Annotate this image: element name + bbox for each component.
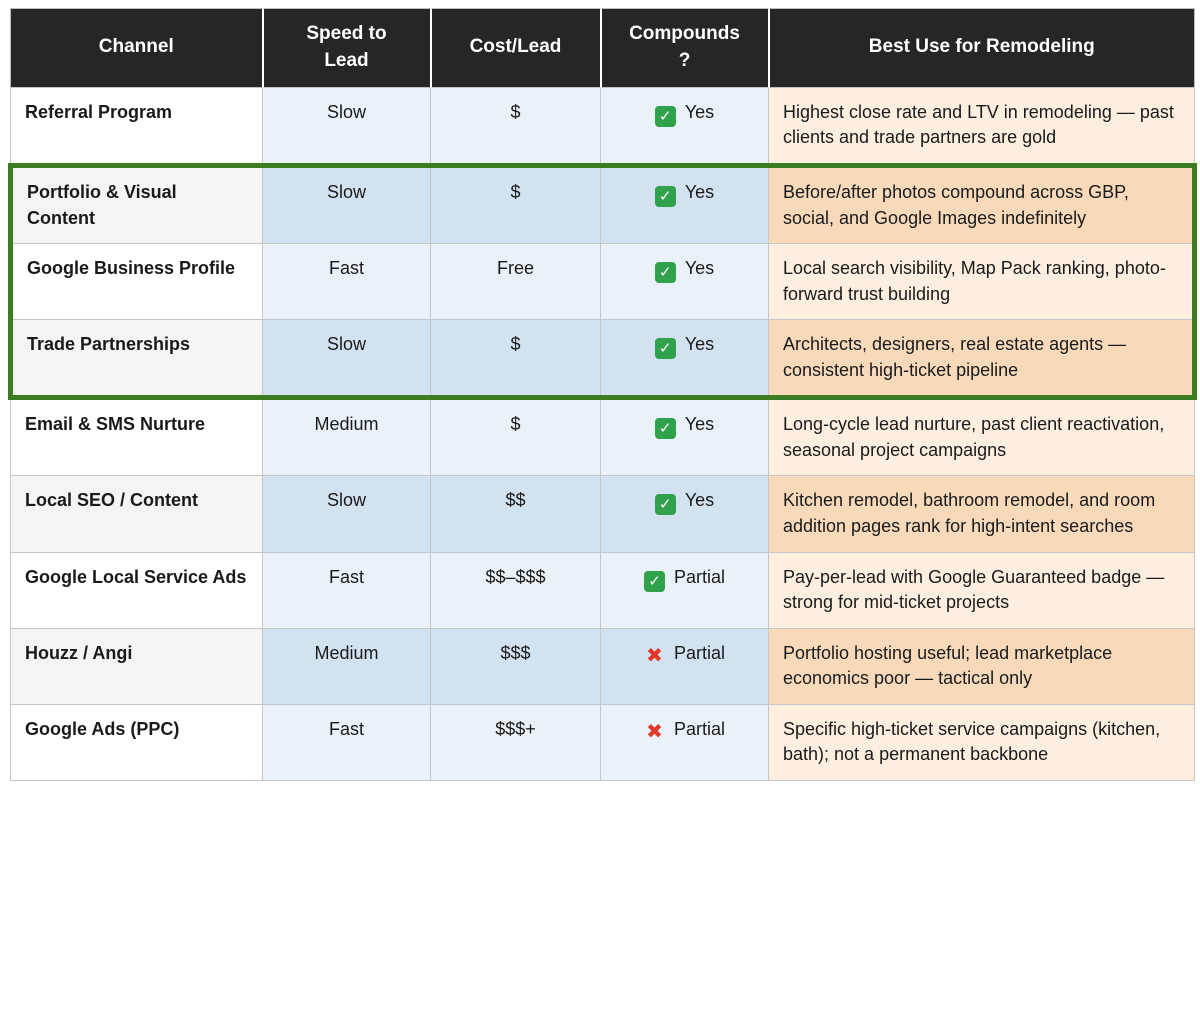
compounds-cell: ✓ Yes (600, 163, 769, 245)
check-icon: ✓ (654, 105, 676, 127)
cost-cell: Free (430, 243, 601, 321)
best-use-cell: Long-cycle lead nurture, past client rea… (768, 397, 1195, 477)
speed-cell: Medium (262, 627, 431, 705)
cost-cell: $ (430, 86, 601, 167)
best-use-cell: Local search visibility, Map Pack rankin… (768, 243, 1197, 321)
compounds-cell: ✓ Yes (600, 243, 769, 321)
compounds-label: Yes (684, 414, 715, 435)
channel-cell: Google Local Service Ads (10, 551, 263, 629)
channel-cell: Email & SMS Nurture (10, 397, 263, 477)
cross-icon: ✖ (646, 644, 663, 667)
col-header-cost: Cost/Lead (429, 8, 601, 88)
best-use-cell: Specific high-ticket service campaigns (… (768, 703, 1195, 781)
speed-cell: Slow (262, 86, 431, 167)
cost-cell: $$ (430, 475, 601, 553)
table-row: Trade Partnerships Slow $ ✓ Yes Architect… (8, 319, 1197, 401)
compounds-cell: ✓ Yes (600, 475, 769, 553)
speed-cell: Fast (262, 703, 431, 781)
channel-comparison-table: Channel Speed to Lead Cost/Lead Compound… (8, 8, 1197, 781)
channel-cell: Google Business Profile (8, 243, 263, 321)
check-icon: ✓ (643, 570, 665, 592)
compounds-cell: ✖ Partial (600, 627, 769, 705)
speed-cell: Slow (262, 475, 431, 553)
cost-cell: $$$ (430, 627, 601, 705)
best-use-cell: Before/after photos compound across GBP,… (768, 163, 1197, 245)
channel-cell: Local SEO / Content (10, 475, 263, 553)
col-header-speed: Speed to Lead (261, 8, 431, 88)
channel-cell: Google Ads (PPC) (10, 703, 263, 781)
speed-cell: Slow (262, 319, 431, 401)
cost-cell: $ (430, 397, 601, 477)
compounds-label: Yes (684, 182, 715, 203)
cost-cell: $ (430, 163, 601, 245)
table-row: Houzz / Angi Medium $$$ ✖ Partial Portfol… (10, 627, 1195, 705)
table-row: Google Business Profile Fast Free ✓ Yes L… (8, 243, 1197, 321)
compounds-cell: ✓ Yes (600, 319, 769, 401)
best-use-cell: Architects, designers, real estate agent… (768, 319, 1197, 401)
compounds-label: Partial (673, 642, 726, 663)
speed-cell: Fast (262, 551, 431, 629)
compounds-label: Yes (684, 258, 715, 279)
table-row: Google Ads (PPC) Fast $$$+ ✖ Partial Spec… (10, 703, 1195, 781)
channel-cell: Houzz / Angi (10, 627, 263, 705)
speed-cell: Slow (262, 163, 431, 245)
speed-cell: Fast (262, 243, 431, 321)
compounds-label: Yes (684, 334, 715, 355)
best-use-cell: Pay-per-lead with Google Guaranteed badg… (768, 551, 1195, 629)
speed-cell: Medium (262, 397, 431, 477)
compounds-label: Yes (684, 101, 715, 122)
cost-cell: $ (430, 319, 601, 401)
channel-cell: Referral Program (10, 86, 263, 167)
best-use-cell: Portfolio hosting useful; lead marketpla… (768, 627, 1195, 705)
cost-cell: $$$+ (430, 703, 601, 781)
check-icon: ✓ (654, 262, 676, 284)
compounds-cell: ✖ Partial (600, 703, 769, 781)
compounds-label: Partial (673, 718, 726, 739)
compounds-cell: ✓ Yes (600, 86, 769, 167)
compounds-label: Partial (673, 566, 726, 587)
col-header-compounds: Compounds ? (599, 8, 769, 88)
check-icon: ✓ (654, 418, 676, 440)
cost-cell: $$–$$$ (430, 551, 601, 629)
table-row: Referral Program Slow $ ✓ Yes Highest clo… (10, 86, 1195, 167)
col-header-channel: Channel (10, 8, 263, 88)
best-use-cell: Kitchen remodel, bathroom remodel, and r… (768, 475, 1195, 553)
cross-icon: ✖ (646, 720, 663, 743)
check-icon: ✓ (654, 186, 676, 208)
channel-cell: Portfolio & Visual Content (8, 163, 263, 245)
table-row: Portfolio & Visual Content Slow $ ✓ Yes B… (8, 163, 1197, 245)
best-use-cell: Highest close rate and LTV in remodeling… (768, 86, 1195, 167)
header-row: Channel Speed to Lead Cost/Lead Compound… (10, 8, 1195, 88)
col-header-best-use: Best Use for Remodeling (767, 8, 1195, 88)
table-row: Local SEO / Content Slow $$ ✓ Yes Kitchen… (10, 475, 1195, 553)
compounds-cell: ✓ Yes (600, 397, 769, 477)
channel-cell: Trade Partnerships (8, 319, 263, 401)
compounds-cell: ✓ Partial (600, 551, 769, 629)
compounds-label: Yes (684, 490, 715, 511)
check-icon: ✓ (654, 494, 676, 516)
table-row: Google Local Service Ads Fast $$–$$$ ✓ Pa… (10, 551, 1195, 629)
table-row: Email & SMS Nurture Medium $ ✓ Yes Long-c… (10, 397, 1195, 477)
check-icon: ✓ (654, 338, 676, 360)
